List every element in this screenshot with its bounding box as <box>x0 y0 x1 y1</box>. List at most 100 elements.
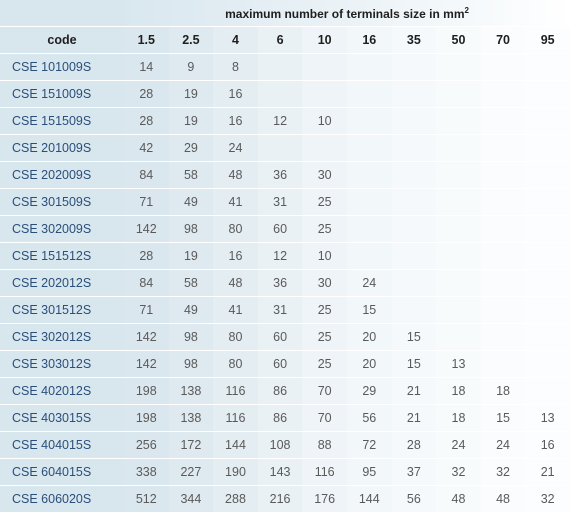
table-title: maximum number of terminals size in mm2 <box>124 0 571 27</box>
terminal-count-cell <box>302 135 347 162</box>
terminal-count-cell: 116 <box>213 405 258 432</box>
terminal-count-cell: 84 <box>124 162 169 189</box>
terminal-count-cell: 19 <box>168 108 214 135</box>
table-row: CSE 404015S 256 172 144 108 88 72 28 24 24 16 <box>0 432 571 459</box>
terminal-count-cell: 32 <box>480 459 526 486</box>
terminal-count-cell: 12 <box>257 243 303 270</box>
terminal-count-cell <box>525 324 571 351</box>
terminal-count-cell: 25 <box>302 297 347 324</box>
terminal-count-cell <box>525 108 571 135</box>
terminal-count-cell: 344 <box>168 486 214 513</box>
table-row: CSE 202009S 84 58 48 36 30 <box>0 162 571 189</box>
terminal-count-cell: 10 <box>302 108 347 135</box>
terminal-count-cell: 24 <box>346 270 392 297</box>
terminal-count-cell: 16 <box>213 81 258 108</box>
table-row: CSE 604015S 338 227 190 143 116 95 37 32 32 21 <box>0 459 571 486</box>
table-row: CSE 303012S 142 98 80 60 25 20 15 13 <box>0 351 571 378</box>
table-row: CSE 151509S 28 19 16 12 10 <box>0 108 571 135</box>
terminal-count-cell: 13 <box>436 351 481 378</box>
size-header: 2.5 <box>168 27 214 54</box>
terminal-count-cell: 512 <box>124 486 169 513</box>
terminal-count-cell <box>480 162 526 189</box>
product-code-cell: CSE 151512S <box>0 243 124 270</box>
terminal-count-cell: 28 <box>391 432 437 459</box>
table-row: CSE 301509S 71 49 41 31 25 <box>0 189 571 216</box>
terminal-count-cell <box>391 162 437 189</box>
terminal-count-cell: 198 <box>124 378 169 405</box>
terminal-count-cell: 28 <box>124 108 169 135</box>
terminal-count-cell: 42 <box>124 135 169 162</box>
terminal-count-cell <box>480 297 526 324</box>
size-header: 10 <box>302 27 347 54</box>
terminal-count-cell: 48 <box>436 486 481 513</box>
terminal-count-cell: 24 <box>480 432 526 459</box>
product-code-cell: CSE 604015S <box>0 459 124 486</box>
terminal-count-cell: 72 <box>346 432 392 459</box>
terminal-count-cell: 15 <box>391 351 437 378</box>
terminal-count-cell: 25 <box>302 216 347 243</box>
terminal-count-cell: 144 <box>346 486 392 513</box>
terminal-count-cell: 98 <box>168 351 214 378</box>
product-code-cell: CSE 302009S <box>0 216 124 243</box>
terminal-count-cell <box>391 243 437 270</box>
table-row: CSE 302012S 142 98 80 60 25 20 15 <box>0 324 571 351</box>
terminal-count-cell: 198 <box>124 405 169 432</box>
terminal-count-cell: 176 <box>302 486 347 513</box>
terminal-count-cell <box>436 162 481 189</box>
terminal-count-cell <box>436 54 481 81</box>
size-header: 6 <box>257 27 303 54</box>
product-code-cell: CSE 202009S <box>0 162 124 189</box>
terminal-count-cell <box>525 189 571 216</box>
terminal-count-cell: 41 <box>213 297 258 324</box>
terminal-count-cell: 28 <box>124 243 169 270</box>
size-header: 95 <box>525 27 571 54</box>
terminal-count-cell <box>436 189 481 216</box>
terminal-count-cell <box>391 270 437 297</box>
terminal-count-cell: 70 <box>302 378 347 405</box>
terminal-count-cell: 29 <box>346 378 392 405</box>
terminal-count-cell: 48 <box>213 270 258 297</box>
size-header: 1.5 <box>124 27 169 54</box>
terminal-count-cell: 24 <box>436 432 481 459</box>
terminal-count-cell: 18 <box>480 378 526 405</box>
product-code-cell: CSE 404015S <box>0 432 124 459</box>
terminal-count-cell: 143 <box>257 459 303 486</box>
product-code-cell: CSE 151009S <box>0 81 124 108</box>
terminal-count-cell: 216 <box>257 486 303 513</box>
terminal-count-cell <box>436 108 481 135</box>
terminal-count-cell: 56 <box>346 405 392 432</box>
terminal-count-cell: 138 <box>168 378 214 405</box>
terminal-count-cell: 58 <box>168 162 214 189</box>
terminal-count-cell: 36 <box>257 270 303 297</box>
terminal-count-cell: 29 <box>168 135 214 162</box>
terminal-count-cell: 15 <box>346 297 392 324</box>
terminal-count-cell: 21 <box>391 378 437 405</box>
table-row: CSE 151009S 28 19 16 <box>0 81 571 108</box>
terminal-count-cell <box>302 81 347 108</box>
terminal-count-cell: 30 <box>302 270 347 297</box>
terminal-count-cell: 108 <box>257 432 303 459</box>
terminal-count-cell: 172 <box>168 432 214 459</box>
terminal-count-cell: 70 <box>302 405 347 432</box>
terminal-count-cell: 18 <box>436 378 481 405</box>
terminal-count-cell <box>480 324 526 351</box>
terminal-count-cell: 256 <box>124 432 169 459</box>
table-row: CSE 101009S 14 9 8 <box>0 54 571 81</box>
terminal-count-cell <box>436 324 481 351</box>
terminal-count-cell: 12 <box>257 108 303 135</box>
terminal-count-cell <box>346 108 392 135</box>
terminal-count-cell: 30 <box>302 162 347 189</box>
terminal-count-cell: 58 <box>168 270 214 297</box>
terminal-count-cell <box>525 270 571 297</box>
terminal-count-cell <box>436 216 481 243</box>
terminal-count-cell: 9 <box>168 54 214 81</box>
terminal-count-cell <box>436 297 481 324</box>
terminal-count-cell: 25 <box>302 351 347 378</box>
terminal-count-cell <box>302 54 347 81</box>
terminal-count-cell <box>346 81 392 108</box>
terminal-count-cell <box>391 108 437 135</box>
product-code-cell: CSE 151509S <box>0 108 124 135</box>
terminal-count-cell: 142 <box>124 351 169 378</box>
product-code-cell: CSE 301509S <box>0 189 124 216</box>
